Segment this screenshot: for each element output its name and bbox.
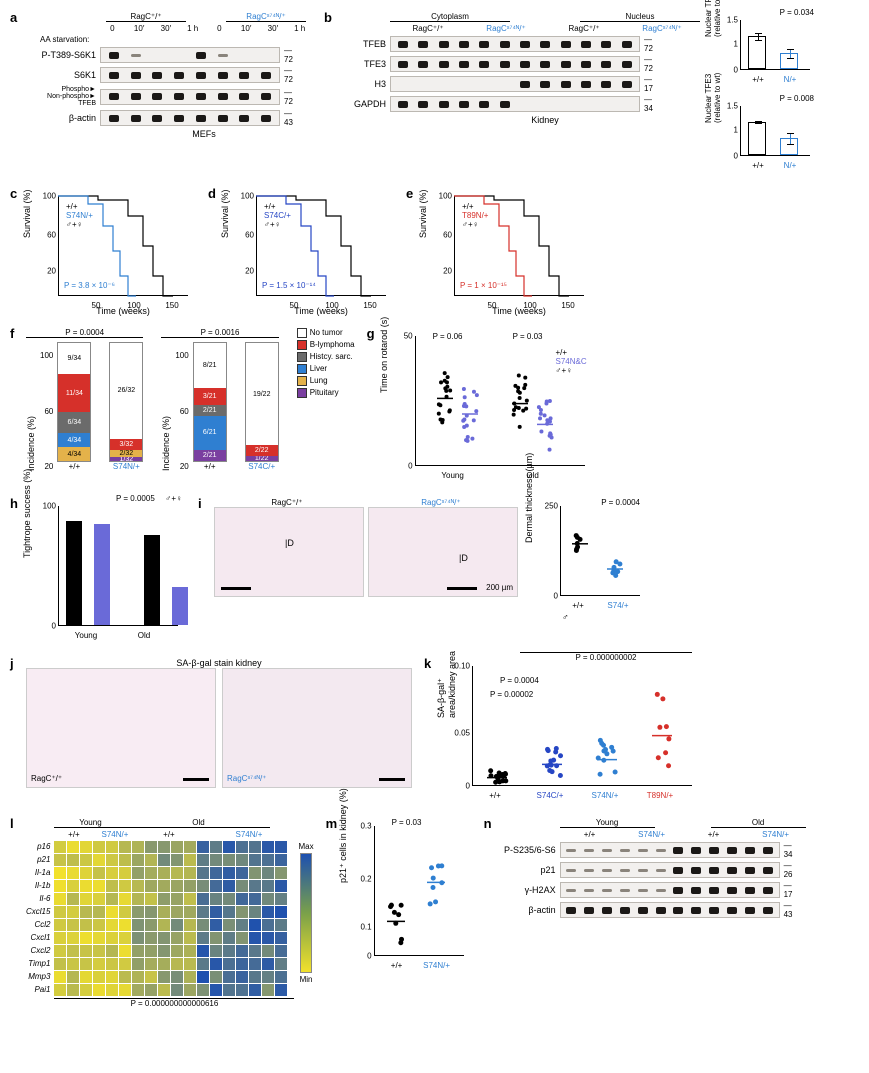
- skin-histology-mut: |D 200 µm: [368, 507, 518, 597]
- group-mut: RagCˢ⁷⁴ᴺ/⁺: [226, 12, 306, 22]
- panel-k: k SA-β-gal⁺ area/kidney area 0.10 0.05 0…: [426, 658, 700, 808]
- heatmap: [54, 841, 294, 996]
- panel-l: l p16p21Il-1aIl-1bIl-6Cxcl15Ccl2Cxcl1Cxc…: [12, 818, 314, 1008]
- panel-j: j SA-β-gal stain kidney RagC⁺/⁺ RagCˢ⁷⁴ᴺ…: [12, 658, 412, 788]
- figure-root: a RagC⁺/⁺ RagCˢ⁷⁴ᴺ/⁺ 010′30′1 h010′30′1 …: [12, 12, 857, 1008]
- panel-label-b: b: [324, 10, 332, 25]
- kidney-sabgal-wt: RagC⁺/⁺: [26, 668, 216, 788]
- group-wt: RagC⁺/⁺: [106, 12, 186, 22]
- panel-label-a: a: [10, 10, 17, 25]
- skin-histology-wt: |D: [214, 507, 364, 597]
- panel-b: b Cytoplasm Nucleus RagC⁺/⁺RagCˢ⁷⁴ᴺ/⁺Rag…: [326, 12, 846, 178]
- aa-starv-label: AA starvation:: [40, 35, 312, 44]
- panel-b-caption: Kidney: [390, 115, 700, 125]
- panel-g: g Time on rotarod (s) 50 0 P = 0.06 P = …: [369, 328, 593, 488]
- panel-f: f P = 0.0004Incidence (%)10060204/344/34…: [12, 328, 355, 471]
- tumor-legend: No tumorB-lymphomaHistcy. sarc.LiverLung…: [297, 328, 355, 398]
- heatmap-colorbar: [300, 853, 312, 973]
- panel-i: i RagC⁺/⁺ RagCˢ⁷⁴ᴺ/⁺ |D |D 200 µm Dermal…: [200, 498, 648, 618]
- panel-n: n Young Old +/+S74N/++/+S74N/+ P-S235/6-…: [486, 818, 806, 919]
- panel-h: h Tightrope success (%) 100 0 ♂+♀ P = 0.…: [12, 498, 186, 648]
- panel-m: m p21⁺ cells in kidney (%) 0.3 0.2 0.1 0…: [328, 818, 472, 978]
- panel-a: a RagC⁺/⁺ RagCˢ⁷⁴ᴺ/⁺ 010′30′1 h010′30′1 …: [12, 12, 312, 139]
- kidney-sabgal-mut: RagCˢ⁷⁴ᴺ/⁺: [222, 668, 412, 788]
- panel-a-caption: MEFs: [96, 129, 312, 139]
